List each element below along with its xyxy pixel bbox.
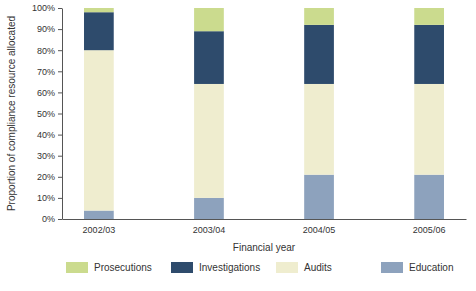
tick: 2002/03 xyxy=(83,225,116,235)
bar-series xyxy=(84,50,444,210)
tick: 10% xyxy=(37,193,62,203)
tick: 2003/04 xyxy=(193,225,226,235)
bar xyxy=(84,50,114,210)
legend-label: Prosecutions xyxy=(94,262,152,273)
tick-label: 100% xyxy=(32,3,55,13)
bar xyxy=(304,84,334,175)
tick-mark xyxy=(58,29,62,30)
tick-label: 0% xyxy=(42,214,55,224)
legend-label: Education xyxy=(409,262,453,273)
axis-line xyxy=(63,219,467,220)
bar xyxy=(414,8,444,25)
legend-item: Prosecutions xyxy=(66,262,152,273)
y-axis-title: Proportion of compliance resource alloca… xyxy=(6,16,17,211)
tick-mark xyxy=(58,114,62,115)
bar xyxy=(84,12,114,50)
bar xyxy=(304,175,334,219)
tick-label: 70% xyxy=(37,67,55,77)
tick: 70% xyxy=(37,67,62,77)
tick-label: 20% xyxy=(37,172,55,182)
tick-mark xyxy=(58,92,62,93)
x-axis-title: Financial year xyxy=(233,242,296,253)
tick-mark xyxy=(58,156,62,157)
tick: 50% xyxy=(37,109,62,119)
tick-label: 2005/06 xyxy=(413,225,446,235)
tick-label: 2002/03 xyxy=(83,225,116,235)
tick-label: 80% xyxy=(37,46,55,56)
bar xyxy=(194,198,224,219)
tick: 100% xyxy=(32,3,62,13)
tick-mark xyxy=(58,50,62,51)
y-axis: 0% 10% 20% 30% 40% 50% 60% 70% 80% 90% 100% xyxy=(32,3,63,224)
bar-series xyxy=(84,12,444,84)
legend-label: Investigations xyxy=(199,262,260,273)
tick-mark xyxy=(58,8,62,9)
axis-line xyxy=(62,9,63,220)
legend-swatch xyxy=(171,262,193,273)
legend-swatch xyxy=(381,262,403,273)
tick-mark xyxy=(58,219,62,220)
bar xyxy=(414,84,444,175)
tick-label: 2003/04 xyxy=(193,225,226,235)
tick-label: 90% xyxy=(37,24,55,34)
tick: 20% xyxy=(37,172,62,182)
tick: 80% xyxy=(37,46,62,56)
tick-mark xyxy=(58,177,62,178)
tick: 40% xyxy=(37,130,62,140)
legend-item: Audits xyxy=(276,262,332,273)
tick: 0% xyxy=(42,214,62,224)
tick-mark xyxy=(58,198,62,199)
tick-label: 50% xyxy=(37,109,55,119)
tick-mark xyxy=(58,135,62,136)
bar xyxy=(414,25,444,84)
legend-swatch xyxy=(276,262,298,273)
x-axis: 2002/03 2003/04 2004/05 2005/06 xyxy=(63,220,467,236)
legend-item: Investigations xyxy=(171,262,260,273)
tick-mark xyxy=(58,71,62,72)
legend: Prosecutions Investigations Audits Educatio… xyxy=(66,262,453,273)
chart: 0% 10% 20% 30% 40% 50% 60% 70% 80% 90% 100% 2002/03… xyxy=(0,0,476,291)
legend-item: Education xyxy=(381,262,453,273)
tick: 60% xyxy=(37,88,62,98)
tick: 2004/05 xyxy=(303,225,336,235)
tick: 30% xyxy=(37,151,62,161)
tick: 2005/06 xyxy=(413,225,446,235)
tick-label: 40% xyxy=(37,130,55,140)
bar xyxy=(84,211,114,219)
tick: 90% xyxy=(37,24,62,34)
bar xyxy=(194,8,224,31)
tick-label: 10% xyxy=(37,193,55,203)
tick-label: 30% xyxy=(37,151,55,161)
bar xyxy=(194,31,224,84)
bar-series xyxy=(84,8,444,31)
bars xyxy=(84,8,444,219)
bar xyxy=(194,84,224,198)
bar xyxy=(304,8,334,25)
legend-label: Audits xyxy=(304,262,332,273)
bar-series xyxy=(84,175,444,219)
bar xyxy=(84,8,114,12)
tick-label: 60% xyxy=(37,88,55,98)
bar xyxy=(304,25,334,84)
bar xyxy=(414,175,444,219)
tick-label: 2004/05 xyxy=(303,225,336,235)
legend-swatch xyxy=(66,262,88,273)
